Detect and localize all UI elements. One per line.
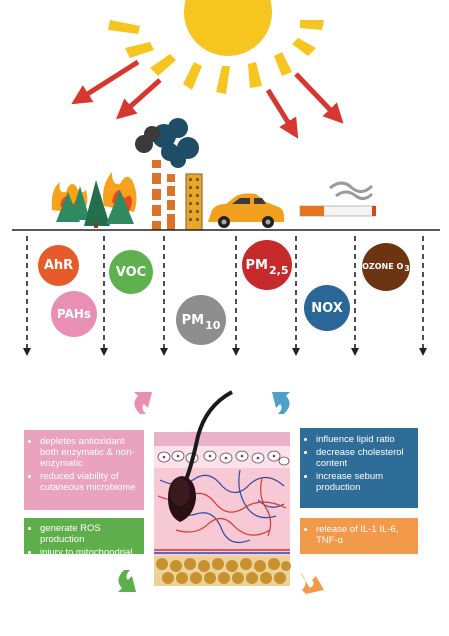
effect-item: release of IL-1 IL-6, TNF-α: [316, 524, 412, 546]
effects-list-green: generate ROS production injury to mitoch…: [24, 523, 138, 558]
effect-item: injury to mitochondrial: [40, 547, 138, 558]
factory-icon: [135, 118, 203, 231]
effect-item: influence lipid ratio: [316, 434, 412, 445]
pollutant-ahr-label: AhR: [43, 258, 74, 273]
sun-icon: [108, 0, 324, 94]
pollutant-voc: VOC: [109, 250, 153, 294]
pollutant-ozone-sub: 3: [404, 264, 410, 273]
effect-item: generate ROS production: [40, 523, 138, 545]
pollutant-nox-label: NOX: [311, 300, 343, 316]
pollutant-pm25: PM 2,5: [242, 240, 292, 290]
smoke-icon: [135, 126, 160, 153]
dashed-down-arrows: [23, 236, 427, 356]
smoke-icon: [152, 118, 199, 168]
smoke-icon: [329, 181, 374, 193]
pollutant-pm25-label: PM: [245, 257, 268, 273]
effects-list-orange: release of IL-1 IL-6, TNF-α: [300, 524, 412, 546]
effects-box-orange: release of IL-1 IL-6, TNF-α: [300, 518, 418, 554]
pollutant-voc-label: VOC: [115, 264, 147, 280]
pollutant-nox: NOX: [304, 285, 350, 331]
effects-box-green: generate ROS production injury to mitoch…: [24, 518, 144, 558]
cigarette-icon: [299, 181, 376, 217]
pollutant-pm10: PM 10: [176, 295, 226, 345]
pollutant-pm10-label: PM: [181, 312, 205, 328]
cycle-arrow-icon: [118, 392, 324, 594]
skin-cross-section-icon: [154, 390, 291, 586]
forest-fire-icon: [51, 172, 137, 228]
effect-item: increase sebum production: [316, 471, 412, 493]
effects-list-pink: depletes antioxidant both enzymatic & no…: [24, 436, 138, 493]
pollutant-pahs-label: PAHs: [56, 307, 92, 321]
effects-list-blue: influence lipid ratio decrease cholester…: [300, 434, 412, 493]
sun-ray-arrows: [71, 59, 344, 139]
pollutant-pm10-sub: 10: [205, 318, 221, 332]
pollutant-pm25-sub: 2,5: [268, 263, 289, 277]
pollutant-ahr: AhR: [38, 245, 79, 286]
pollutant-ozone-label: OZONE O: [362, 262, 404, 271]
effect-item: reduced viability of cutaneous microbiom…: [40, 471, 138, 493]
pollutant-pahs: PAHs: [51, 291, 97, 337]
effect-item: decrease cholesterol content: [316, 447, 412, 469]
effects-box-pink: depletes antioxidant both enzymatic & no…: [24, 430, 144, 510]
effects-box-blue: influence lipid ratio decrease cholester…: [300, 428, 418, 508]
car-icon: [208, 193, 284, 228]
effect-item: depletes antioxidant both enzymatic & no…: [40, 436, 138, 469]
building-icon: [185, 173, 203, 231]
